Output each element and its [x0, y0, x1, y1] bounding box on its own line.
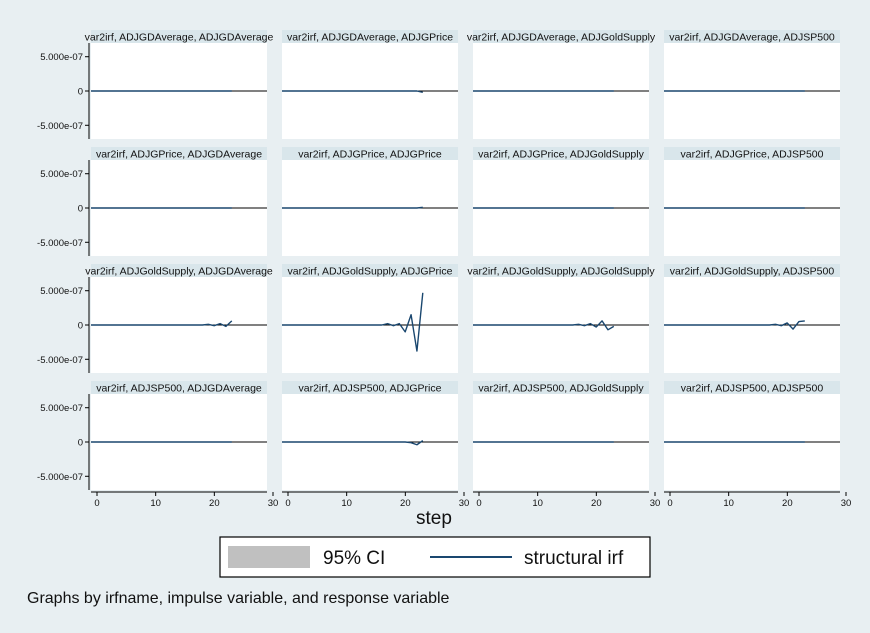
panel-title-strip — [473, 381, 649, 394]
y-tick-label: 0 — [78, 204, 83, 215]
panel-title: var2irf, ADJSP500, ADJGDAverage — [96, 383, 262, 395]
x-tick-label: 30 — [650, 498, 661, 509]
x-tick-label: 0 — [476, 498, 481, 509]
panel-title-strip — [282, 147, 458, 160]
legend: 95% CI structural irf — [219, 536, 651, 578]
irf-panel: var2irf, ADJSP500, ADJSP500 — [664, 381, 840, 490]
panel-title: var2irf, ADJSP500, ADJGoldSupply — [478, 383, 644, 395]
x-tick-label: 10 — [532, 498, 543, 509]
y-tick-label: -5.000e-07 — [37, 355, 83, 366]
panel-title: var2irf, ADJGDAverage, ADJGPrice — [287, 32, 453, 44]
panel-title: var2irf, ADJSP500, ADJGPrice — [299, 383, 442, 395]
x-axis-title: step — [416, 508, 452, 529]
irf-panel: var2irf, ADJGDAverage, ADJGDAverage — [85, 30, 274, 139]
panel-title-strip — [91, 147, 267, 160]
panel-title-strip — [473, 30, 649, 43]
x-tick-label: 30 — [459, 498, 470, 509]
y-tick-label: 5.000e-07 — [40, 52, 83, 63]
irf-line — [282, 90, 423, 94]
panel-title-strip — [664, 264, 840, 277]
irf-panel: var2irf, ADJGoldSupply, ADJSP500 — [664, 264, 840, 373]
irf-line — [282, 292, 424, 352]
panel-title: var2irf, ADJGDAverage, ADJGDAverage — [85, 32, 274, 44]
irf-line — [473, 320, 615, 331]
panel-title: var2irf, ADJGDAverage, ADJGoldSupply — [467, 32, 656, 44]
x-tick-label: 20 — [591, 498, 602, 509]
panel-title: var2irf, ADJGPrice, ADJGoldSupply — [478, 149, 644, 161]
x-tick-label: 20 — [400, 498, 411, 509]
panel-title-strip — [473, 264, 649, 277]
irf-panel: var2irf, ADJSP500, ADJGPrice — [282, 381, 458, 490]
irf-panel: var2irf, ADJGDAverage, ADJGoldSupply — [467, 30, 656, 139]
irf-line — [282, 440, 424, 446]
graph-note: Graphs by irfname, impulse variable, and… — [27, 590, 450, 607]
legend-irf-label: structural irf — [524, 548, 624, 569]
panel-title: var2irf, ADJGDAverage, ADJSP500 — [669, 32, 835, 44]
y-tick-label: 5.000e-07 — [40, 403, 83, 414]
x-tick-label: 0 — [285, 498, 290, 509]
irf-panel: var2irf, ADJGDAverage, ADJGPrice — [282, 30, 458, 139]
panel-title: var2irf, ADJGPrice, ADJGPrice — [298, 149, 442, 161]
panel-title: var2irf, ADJGoldSupply, ADJGDAverage — [85, 266, 273, 278]
x-tick-label: 30 — [268, 498, 279, 509]
irf-panel: var2irf, ADJSP500, ADJGoldSupply — [473, 381, 649, 490]
irf-line — [282, 206, 423, 209]
x-tick-label: 20 — [209, 498, 220, 509]
x-tick-label: 0 — [667, 498, 672, 509]
panel-title-strip — [664, 30, 840, 43]
irf-panel: var2irf, ADJGPrice, ADJGoldSupply — [473, 147, 649, 256]
panel-title-strip — [664, 381, 840, 394]
panel-title: var2irf, ADJGoldSupply, ADJGPrice — [288, 266, 453, 278]
panel-title-strip — [91, 30, 267, 43]
y-tick-label: 5.000e-07 — [40, 286, 83, 297]
panel-title: var2irf, ADJGoldSupply, ADJGoldSupply — [467, 266, 655, 278]
panel-title-strip — [473, 147, 649, 160]
panel-title: var2irf, ADJGPrice, ADJSP500 — [681, 149, 824, 161]
irf-panel: var2irf, ADJGPrice, ADJGPrice — [282, 147, 458, 256]
irf-panel: var2irf, ADJGoldSupply, ADJGPrice — [282, 264, 458, 373]
legend-ci-swatch — [228, 546, 310, 568]
irf-panel: var2irf, ADJGPrice, ADJGDAverage — [91, 147, 267, 256]
panel-title-strip — [282, 264, 458, 277]
panel-title-strip — [282, 381, 458, 394]
panel-title-strip — [91, 381, 267, 394]
irf-panel: var2irf, ADJGDAverage, ADJSP500 — [664, 30, 840, 139]
y-tick-label: 0 — [78, 87, 83, 98]
irf-line — [664, 320, 805, 330]
y-tick-label: 0 — [78, 321, 83, 332]
panel-title-strip — [91, 264, 267, 277]
irf-panel: var2irf, ADJGoldSupply, ADJGDAverage — [85, 264, 273, 373]
x-tick-label: 30 — [841, 498, 852, 509]
irf-line — [91, 320, 233, 328]
panel-title: var2irf, ADJSP500, ADJSP500 — [681, 383, 824, 395]
panel-title-strip — [282, 30, 458, 43]
panel-title: var2irf, ADJGoldSupply, ADJSP500 — [670, 266, 835, 278]
irf-panel: var2irf, ADJSP500, ADJGDAverage — [91, 381, 267, 490]
x-tick-label: 10 — [723, 498, 734, 509]
legend-ci-label: 95% CI — [323, 548, 385, 569]
x-tick-label: 0 — [94, 498, 99, 509]
panel-title: var2irf, ADJGPrice, ADJGDAverage — [96, 149, 262, 161]
y-tick-label: -5.000e-07 — [37, 121, 83, 132]
panel-title-strip — [664, 147, 840, 160]
y-tick-label: 0 — [78, 438, 83, 449]
x-tick-label: 10 — [150, 498, 161, 509]
y-tick-label: -5.000e-07 — [37, 472, 83, 483]
irf-panel: var2irf, ADJGPrice, ADJSP500 — [664, 147, 840, 256]
y-tick-label: -5.000e-07 — [37, 238, 83, 249]
x-tick-label: 10 — [341, 498, 352, 509]
x-tick-label: 20 — [782, 498, 793, 509]
irf-panel: var2irf, ADJGoldSupply, ADJGoldSupply — [467, 264, 655, 373]
y-tick-label: 5.000e-07 — [40, 169, 83, 180]
